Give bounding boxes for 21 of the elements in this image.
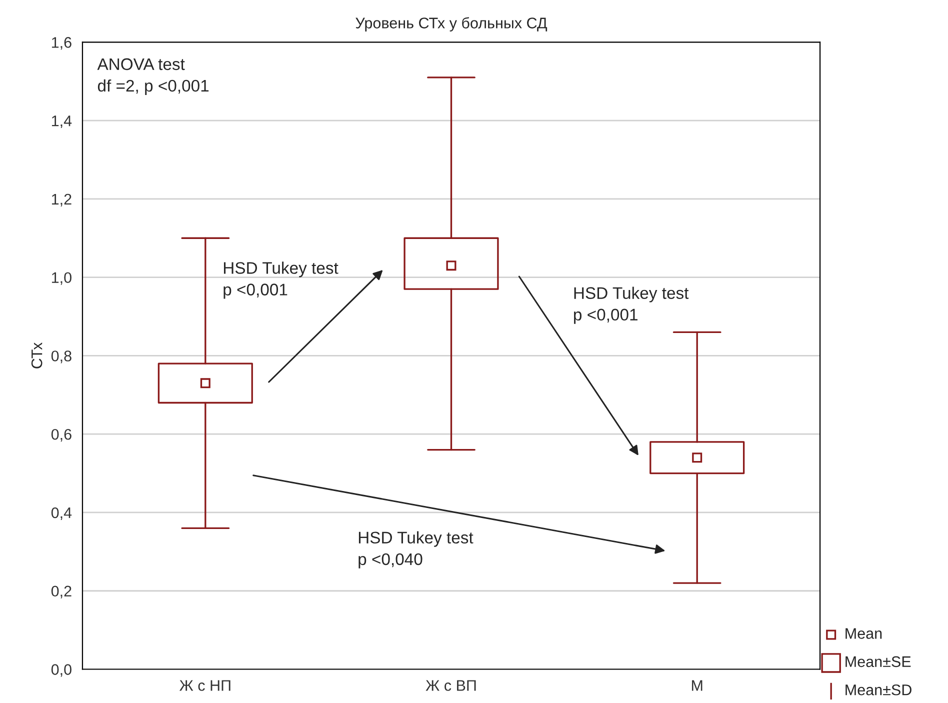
annotation: HSD Tukey test p <0,001 bbox=[224, 262, 338, 299]
y-axis-title: СТх bbox=[31, 342, 42, 368]
annotation: HSD Tukey test p <0,001 bbox=[574, 286, 689, 324]
text: Mean±SD bbox=[846, 684, 912, 696]
y-tick-label: 0,2 bbox=[51, 586, 72, 598]
y-tick-label: 1,2 bbox=[52, 194, 72, 206]
text: Mean±SE bbox=[846, 656, 911, 668]
y-tick-label: 1,6 bbox=[52, 37, 72, 50]
x-tick-label: М bbox=[692, 680, 702, 691]
x-tick-label: Ж с НП bbox=[179, 680, 230, 691]
annotation: HSD Tukey test p <0,040 bbox=[358, 531, 474, 568]
y-tick-label: 0,6 bbox=[51, 428, 72, 442]
chart-title: Уровень СТх у больных СД bbox=[356, 17, 548, 32]
y-tick-label: 0,4 bbox=[51, 507, 72, 520]
x-tick-label: Ж с ВП bbox=[426, 680, 476, 691]
annotation: ANOVA test df =2, p <0,001 bbox=[97, 58, 209, 95]
y-tick-label: 0,8 bbox=[51, 350, 72, 364]
y-tick-label: 0,0 bbox=[51, 664, 72, 677]
y-tick-label: 1,0 bbox=[52, 272, 72, 285]
text: Mean bbox=[846, 628, 882, 639]
y-tick-label: 1,4 bbox=[52, 116, 72, 128]
